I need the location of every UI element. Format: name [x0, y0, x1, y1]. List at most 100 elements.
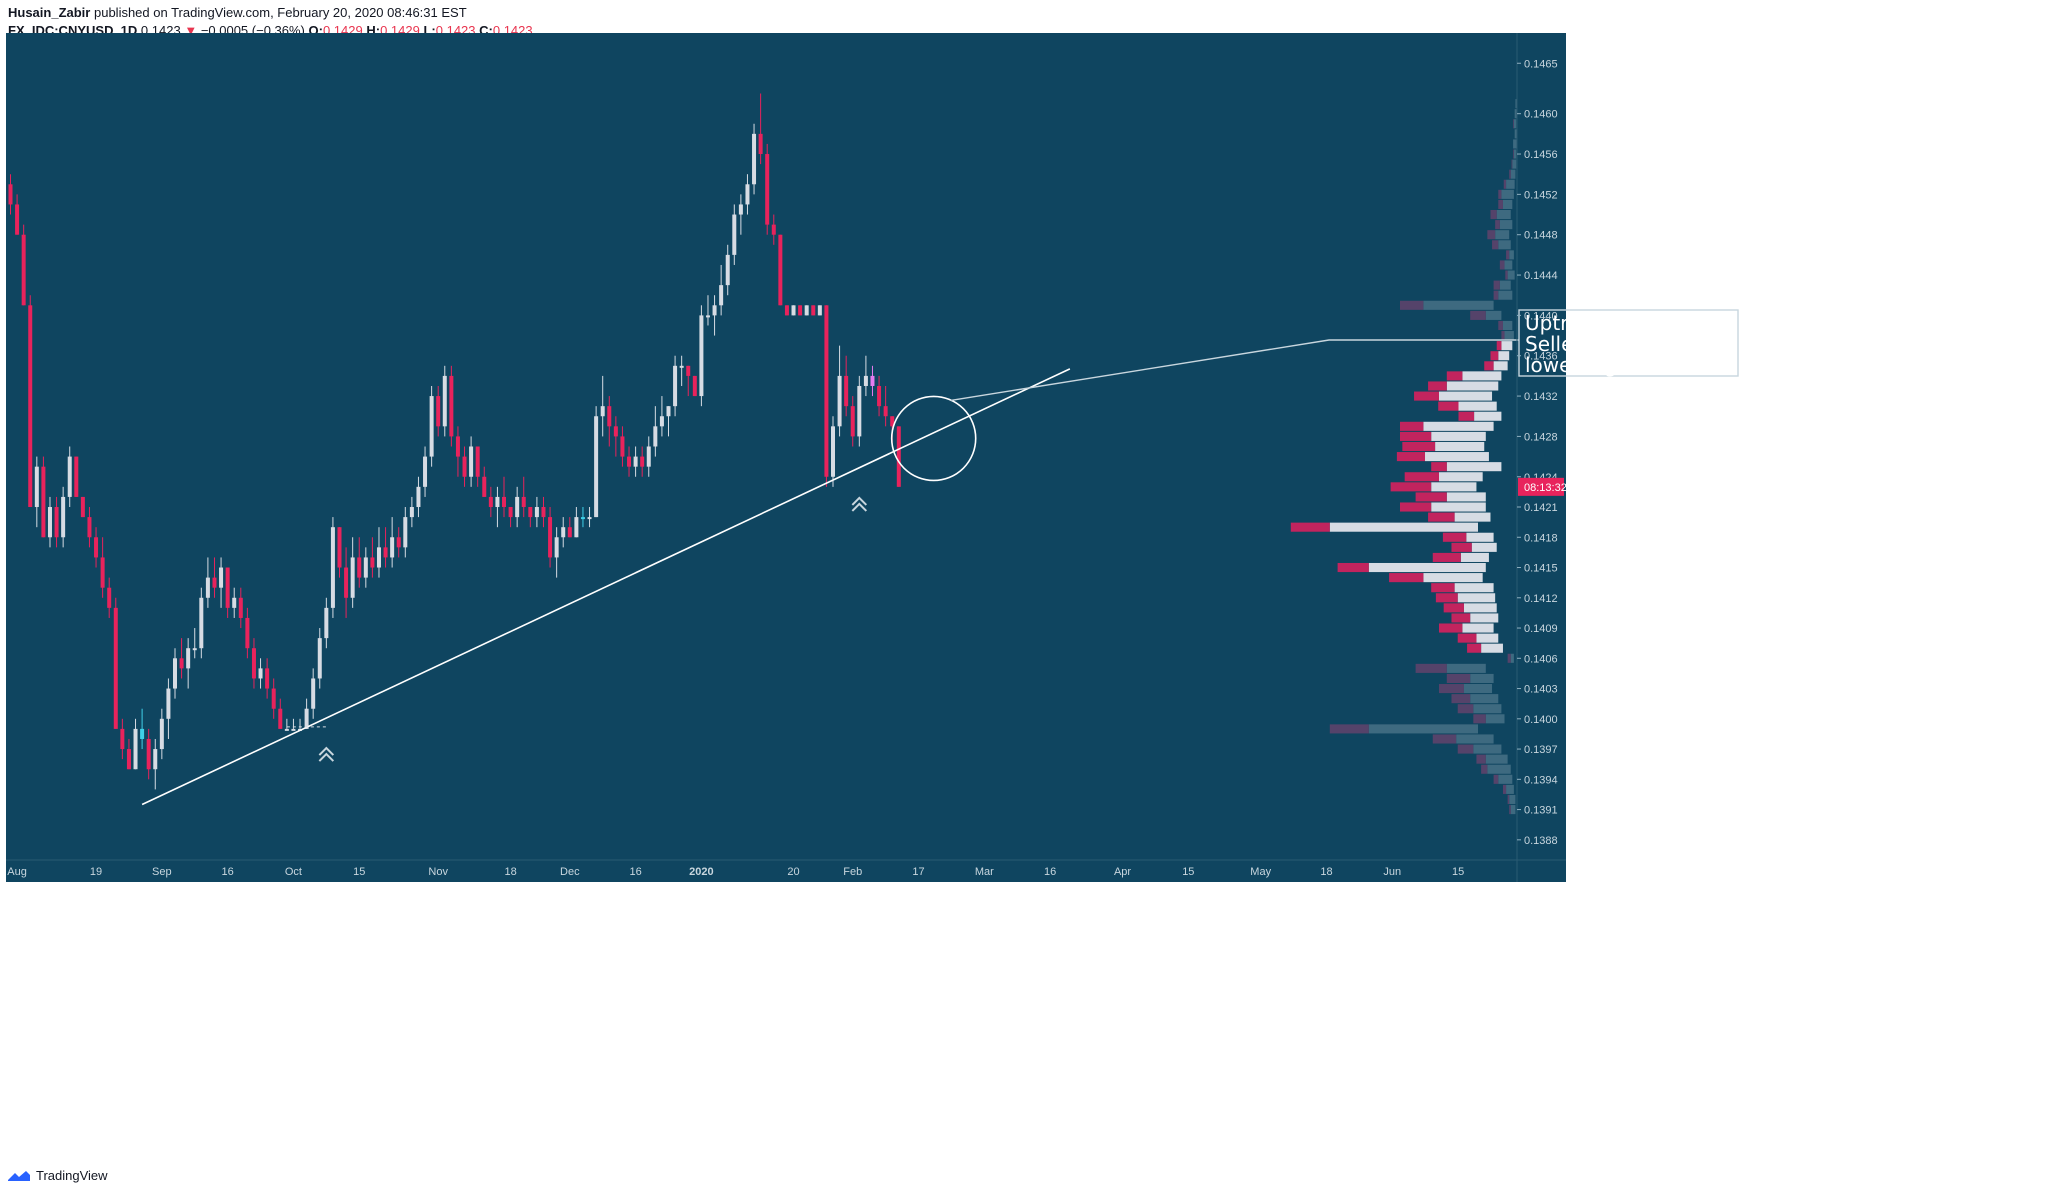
volume-bar-sell	[1457, 744, 1474, 754]
volume-bar-sell	[1509, 805, 1511, 815]
tradingview-logo-icon	[8, 1170, 30, 1181]
candle-body	[725, 254, 730, 286]
candle-body	[330, 527, 335, 608]
candle-body	[863, 375, 868, 386]
candle-body	[357, 557, 362, 578]
volume-bar-sell	[1496, 341, 1502, 351]
candle-body	[173, 658, 177, 689]
volume-bar-buy	[1463, 603, 1497, 613]
volume-bar-buy	[1462, 371, 1502, 381]
candle-body	[166, 688, 171, 719]
annotation-line-3: lower highs to short	[1525, 353, 1724, 377]
candle-body	[304, 708, 309, 729]
candle-body	[146, 738, 151, 770]
volume-bar-sell	[1431, 583, 1455, 593]
volume-bar-buy	[1470, 694, 1499, 704]
price-tick-label: 0.1406	[1524, 653, 1558, 665]
time-axis[interactable]: Aug 19 Sep 16 Oct 15 Nov 18 Dec 16 2020 20 Feb 17 Mar 1…	[6, 859, 1566, 878]
candle-body	[423, 456, 428, 487]
volume-bar-buy	[1481, 643, 1503, 653]
volume-bar-sell	[1390, 482, 1432, 492]
volume-bar-sell	[1446, 371, 1463, 381]
price-axis[interactable]: 0.1465 0.1460 0.1456 0.1452 0.1448 0.1444 0.14…	[1516, 33, 1567, 882]
price-tick-label: 0.1397	[1524, 744, 1558, 756]
volume-bar-buy	[1446, 663, 1486, 673]
volume-bar-buy	[1462, 623, 1494, 633]
candle-body	[449, 375, 454, 437]
time-tick-label: 2020	[689, 866, 713, 878]
volume-bar-buy	[1514, 129, 1517, 139]
volume-bar-sell	[1400, 431, 1432, 441]
volume-bar-buy	[1446, 492, 1486, 502]
candle-body	[258, 668, 263, 679]
volume-bar-buy	[1454, 583, 1494, 593]
volume-bar-buy	[1513, 119, 1517, 129]
volume-bar-sell	[1290, 522, 1330, 532]
volume-bar-buy	[1509, 794, 1516, 805]
candle-body	[837, 375, 842, 427]
volume-bar-sell	[1505, 270, 1508, 280]
candle-body	[778, 234, 783, 306]
candle-body	[844, 375, 849, 407]
candle-body	[317, 638, 322, 679]
publisher-name[interactable]: Husain_Zabir	[8, 5, 91, 20]
volume-bar-buy	[1454, 512, 1491, 522]
volume-bar-sell	[1498, 189, 1502, 199]
time-tick-label: 18	[1320, 866, 1332, 878]
callout-box	[1518, 309, 1739, 377]
candle-body	[771, 224, 776, 235]
candle-body	[199, 597, 204, 649]
candle-body	[824, 305, 829, 477]
candle-body	[659, 416, 664, 427]
volume-bar-sell	[1502, 784, 1507, 794]
volume-bar-sell	[1439, 623, 1463, 633]
volume-bar-sell	[1414, 391, 1439, 401]
time-tick-label: May	[1250, 866, 1271, 878]
candle-body	[403, 517, 408, 548]
volume-bar-sell	[1415, 663, 1447, 673]
plot-area[interactable]	[6, 33, 1566, 882]
trendline[interactable]	[141, 368, 1071, 806]
candle-body	[811, 305, 816, 316]
price-tick-label: 0.1391	[1524, 805, 1558, 817]
candle-body	[686, 365, 691, 376]
candle-body	[508, 507, 513, 518]
candle-body	[528, 507, 533, 518]
candle-body	[74, 456, 79, 497]
volume-bar-sell	[1506, 250, 1510, 260]
candle-body	[205, 577, 210, 598]
time-tick-label: Aug	[7, 866, 27, 878]
candle-body	[47, 507, 52, 538]
highlight-circle[interactable]	[890, 395, 977, 482]
candle-body	[469, 446, 474, 477]
volume-bar-sell	[1431, 462, 1447, 472]
price-tick-label: 0.1465	[1524, 58, 1558, 70]
time-tick-label: 18	[504, 866, 516, 878]
candle-body	[409, 507, 414, 518]
candle-body	[376, 547, 381, 568]
candle-body	[515, 496, 520, 518]
candle-body	[8, 184, 13, 205]
candle-body	[699, 315, 704, 397]
candle-body	[344, 567, 349, 598]
candle-body	[646, 446, 651, 467]
candle-body	[732, 214, 737, 255]
volume-bar-buy	[1485, 754, 1508, 764]
volume-bar-buy	[1510, 805, 1516, 815]
time-tick-label: 16	[1044, 866, 1056, 878]
volume-bar-sell	[1513, 149, 1514, 159]
volume-bar-buy	[1446, 462, 1502, 472]
volume-bar-sell	[1451, 694, 1471, 704]
candle-body	[712, 305, 717, 316]
volume-bar-sell	[1451, 613, 1471, 623]
volume-bar-buy	[1495, 230, 1510, 240]
volume-bar-sell	[1507, 653, 1511, 663]
volume-bar-buy	[1458, 401, 1497, 411]
volume-bar-sell	[1458, 411, 1475, 421]
candle-body	[541, 507, 546, 518]
volume-bar-buy	[1431, 502, 1486, 512]
candle-body	[613, 426, 618, 437]
volume-bar-buy	[1457, 593, 1496, 603]
annotation-callout[interactable]: Uptrend has broken Sellers will look for…	[1525, 311, 1724, 377]
